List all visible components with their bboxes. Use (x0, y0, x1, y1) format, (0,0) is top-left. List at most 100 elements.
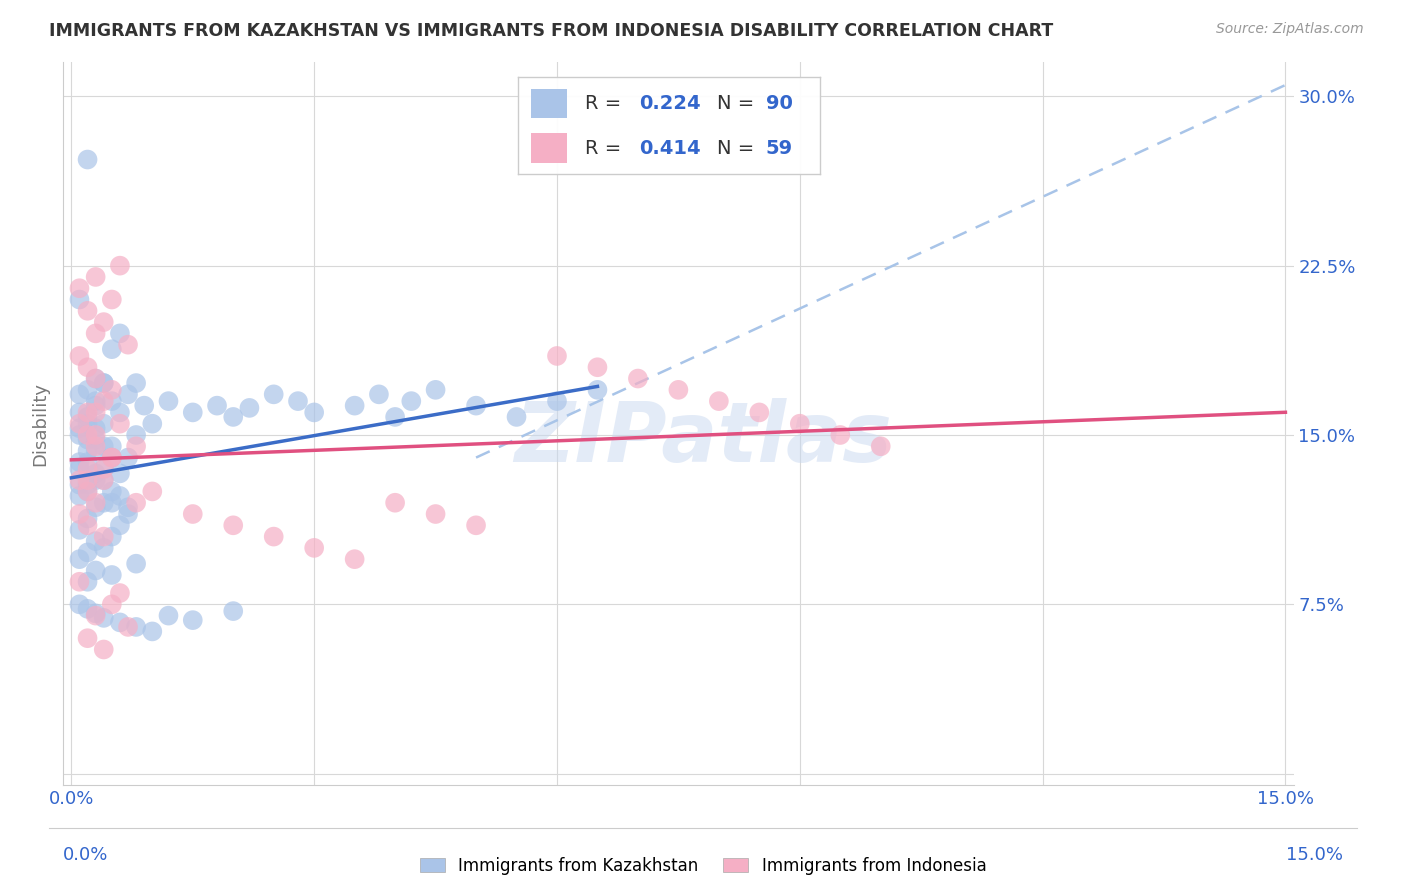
Point (76, 360, 98, 375)
Point (101, 394, 124, 409)
Point (93, 541, 115, 555)
Point (93, 642, 115, 657)
Point (69, 523, 91, 537)
Point (181, 507, 204, 521)
Point (69, 293, 91, 307)
Point (125, 428, 148, 442)
Point (69, 349, 91, 363)
Point (76, 473, 98, 487)
Point (117, 507, 139, 521)
Point (76, 602, 98, 616)
Point (76, 511, 98, 525)
Point (117, 620, 139, 634)
Point (108, 259, 131, 273)
Point (108, 489, 131, 503)
Point (101, 568, 124, 582)
Point (117, 387, 139, 401)
Point (69, 552, 91, 566)
Point (76, 545, 98, 559)
Point (76, 433, 98, 447)
Legend: Immigrants from Kazakhstan, Immigrants from Indonesia: Immigrants from Kazakhstan, Immigrants f… (419, 856, 987, 875)
Point (84, 433, 107, 447)
Point (84, 371, 107, 385)
Point (748, 405, 770, 419)
Point (141, 484, 163, 499)
Point (76, 405, 98, 419)
Point (69, 489, 91, 503)
Point (84, 496, 107, 510)
Point (222, 409, 245, 424)
Point (76, 428, 98, 442)
Point (84, 326, 107, 341)
Point (76, 518, 98, 533)
Point (84, 269, 107, 284)
Point (287, 394, 309, 409)
Point (69, 507, 91, 521)
Point (101, 450, 124, 465)
Point (141, 417, 163, 431)
Point (69, 405, 91, 419)
Point (69, 455, 91, 469)
Point (84, 399, 107, 413)
Point (76, 153, 98, 167)
Point (263, 530, 285, 544)
Point (125, 496, 148, 510)
Point (222, 518, 245, 533)
Point (125, 620, 148, 634)
Point (69, 428, 91, 442)
Point (84, 421, 107, 435)
Point (101, 383, 124, 397)
Point (586, 360, 609, 375)
Point (157, 608, 180, 623)
Point (108, 467, 131, 481)
Point (84, 394, 107, 409)
Point (134, 399, 156, 413)
Point (93, 439, 115, 453)
Point (869, 439, 891, 453)
Point (84, 608, 107, 623)
Point (627, 371, 650, 385)
Point (101, 496, 124, 510)
Point (76, 303, 98, 318)
Point (84, 443, 107, 458)
Point (343, 399, 366, 413)
Point (84, 467, 107, 481)
Text: IMMIGRANTS FROM KAZAKHSTAN VS IMMIGRANTS FROM INDONESIA DISABILITY CORRELATION C: IMMIGRANTS FROM KAZAKHSTAN VS IMMIGRANTS… (49, 22, 1053, 40)
Point (84, 473, 107, 487)
Point (69, 421, 91, 435)
Point (181, 613, 204, 627)
Point (465, 518, 488, 533)
Point (101, 450, 124, 465)
Point (69, 281, 91, 295)
Point (93, 462, 115, 476)
Point (830, 428, 852, 442)
Point (546, 349, 568, 363)
Point (546, 394, 568, 409)
Point (76, 631, 98, 645)
Point (84, 564, 107, 578)
Point (666, 383, 689, 397)
Point (101, 439, 124, 453)
Point (101, 450, 124, 465)
Text: 15.0%: 15.0% (1285, 846, 1343, 863)
Point (302, 541, 325, 555)
Point (108, 586, 131, 600)
Point (141, 624, 163, 639)
Point (125, 376, 148, 390)
Point (125, 557, 148, 571)
Point (76, 443, 98, 458)
Point (84, 500, 107, 515)
Point (93, 417, 115, 431)
Point (84, 428, 107, 442)
Point (93, 376, 115, 390)
Point (789, 417, 811, 431)
Point (302, 405, 325, 419)
Point (157, 394, 180, 409)
Point (108, 518, 131, 533)
Point (84, 534, 107, 549)
Point (93, 473, 115, 487)
Point (101, 484, 124, 499)
Point (505, 409, 527, 424)
Point (69, 462, 91, 476)
Point (401, 394, 423, 409)
